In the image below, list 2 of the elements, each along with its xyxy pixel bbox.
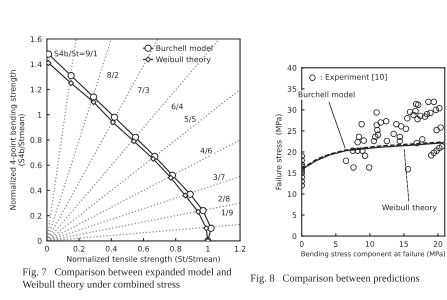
- caption: Fig. 8 Comparison between predictions: [250, 274, 420, 284]
- caption: Fig. 7 Comparison between expanded model and Weibull theory under combined stress: [22, 268, 232, 290]
